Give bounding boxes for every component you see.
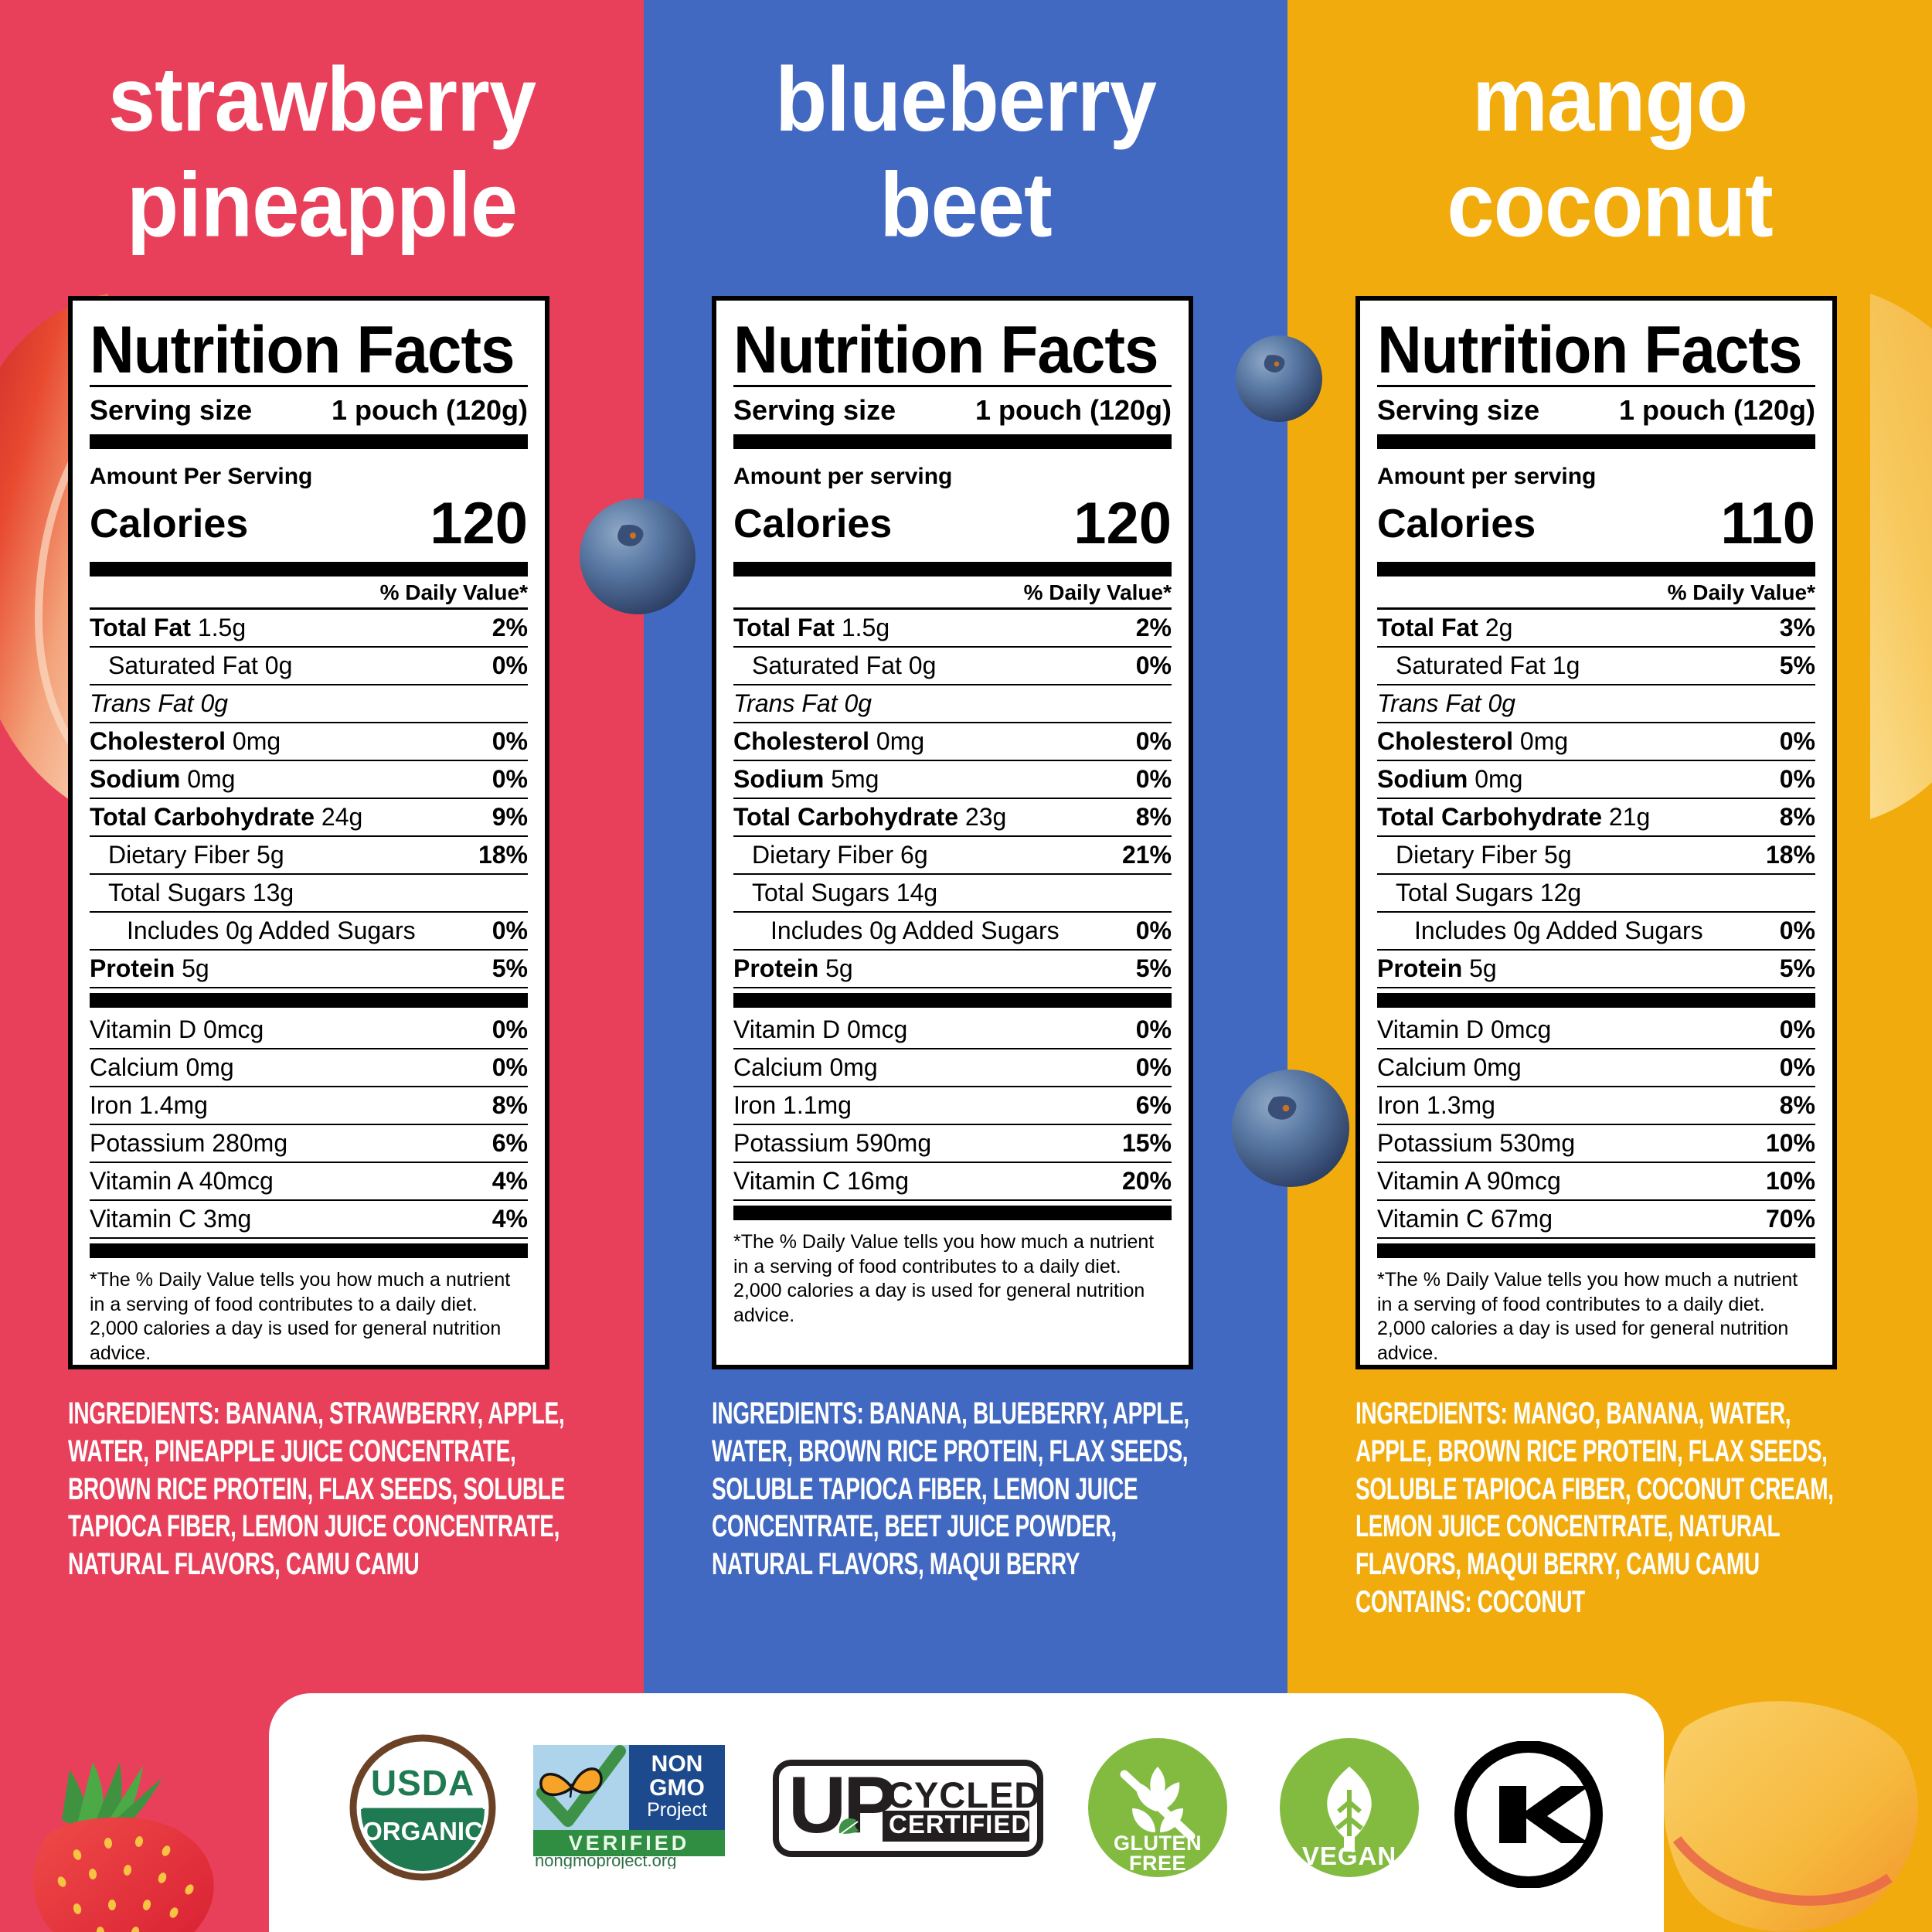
svg-text:NON: NON [651,1751,703,1777]
svg-text:ORGANIC: ORGANIC [362,1817,483,1845]
svg-text:CERTIFIED: CERTIFIED [889,1810,1030,1838]
svg-text:FREE: FREE [1129,1852,1186,1875]
svg-text:USDA: USDA [371,1763,474,1803]
svg-text:VEGAN: VEGAN [1302,1842,1396,1870]
svg-text:Project: Project [647,1799,707,1821]
svg-text:GMO: GMO [649,1775,705,1801]
svg-text:UP: UP [788,1760,894,1850]
svg-text:nongmoproject.org: nongmoproject.org [535,1851,676,1869]
